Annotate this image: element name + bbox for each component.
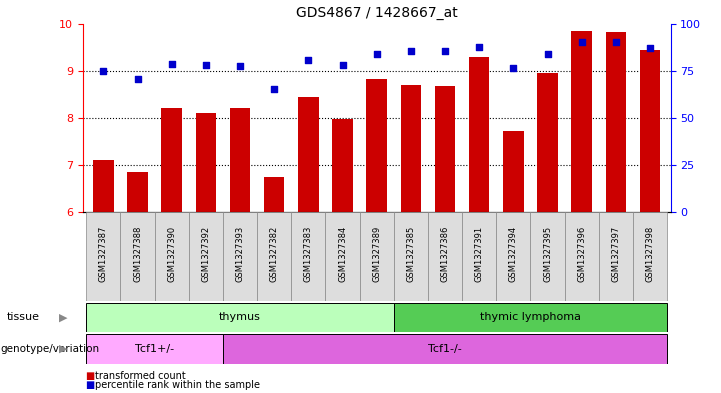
FancyBboxPatch shape [496, 212, 531, 301]
Text: ▶: ▶ [59, 312, 68, 322]
Text: GSM1327391: GSM1327391 [474, 226, 484, 282]
FancyBboxPatch shape [428, 212, 462, 301]
Text: GSM1327386: GSM1327386 [441, 226, 450, 282]
Bar [298, 97, 319, 212]
Bar [640, 50, 660, 212]
Text: thymus: thymus [219, 312, 261, 322]
Bar [195, 113, 216, 212]
Text: GSM1327387: GSM1327387 [99, 226, 108, 282]
Text: GSM1327396: GSM1327396 [578, 226, 586, 282]
Bar [572, 31, 592, 212]
Bar [537, 73, 558, 212]
Point [645, 45, 656, 51]
Point [200, 62, 212, 68]
Text: Tcf1-/-: Tcf1-/- [428, 344, 462, 354]
Bar [606, 32, 626, 212]
FancyBboxPatch shape [189, 212, 223, 301]
Bar [503, 131, 523, 212]
Text: ■: ■ [85, 380, 94, 390]
Bar [401, 85, 421, 212]
Bar [264, 177, 285, 212]
Bar [366, 79, 387, 212]
Point [132, 76, 143, 83]
Bar [230, 108, 250, 212]
Point [508, 65, 519, 72]
Text: GSM1327388: GSM1327388 [133, 226, 142, 282]
Text: thymic lymphoma: thymic lymphoma [480, 312, 581, 322]
FancyBboxPatch shape [87, 334, 223, 364]
Point [474, 44, 485, 50]
FancyBboxPatch shape [531, 212, 565, 301]
Text: GSM1327392: GSM1327392 [201, 226, 211, 282]
Point [303, 57, 314, 64]
Point [234, 63, 246, 69]
FancyBboxPatch shape [325, 212, 360, 301]
FancyBboxPatch shape [257, 212, 291, 301]
Point [610, 39, 622, 45]
FancyBboxPatch shape [462, 212, 496, 301]
Point [576, 39, 588, 46]
FancyBboxPatch shape [394, 212, 428, 301]
Text: percentile rank within the sample: percentile rank within the sample [95, 380, 260, 390]
Text: tissue: tissue [7, 312, 40, 322]
Text: ■: ■ [85, 371, 94, 381]
FancyBboxPatch shape [223, 334, 667, 364]
Text: transformed count: transformed count [95, 371, 186, 381]
Text: GSM1327382: GSM1327382 [270, 226, 279, 282]
Text: GSM1327390: GSM1327390 [167, 226, 176, 282]
Point [371, 51, 383, 57]
Bar [332, 119, 353, 212]
Text: GSM1327385: GSM1327385 [407, 226, 415, 282]
Point [439, 48, 451, 54]
FancyBboxPatch shape [87, 303, 394, 332]
Point [405, 48, 417, 54]
Text: GSM1327393: GSM1327393 [236, 226, 244, 282]
FancyBboxPatch shape [360, 212, 394, 301]
FancyBboxPatch shape [223, 212, 257, 301]
Text: ▶: ▶ [59, 344, 68, 354]
Bar [469, 57, 490, 212]
FancyBboxPatch shape [120, 212, 155, 301]
FancyBboxPatch shape [394, 303, 667, 332]
Point [541, 51, 553, 57]
Point [97, 68, 109, 74]
FancyBboxPatch shape [155, 212, 189, 301]
Bar [435, 86, 455, 212]
Text: GSM1327395: GSM1327395 [543, 226, 552, 282]
Text: GSM1327389: GSM1327389 [372, 226, 381, 282]
Text: GSM1327394: GSM1327394 [509, 226, 518, 282]
Text: genotype/variation: genotype/variation [1, 344, 99, 354]
Point [337, 62, 348, 68]
Point [268, 86, 280, 92]
Bar [93, 160, 114, 212]
FancyBboxPatch shape [598, 212, 633, 301]
FancyBboxPatch shape [565, 212, 598, 301]
Bar [162, 108, 182, 212]
Bar [128, 172, 148, 212]
Point [166, 61, 177, 67]
Text: GSM1327397: GSM1327397 [611, 226, 620, 282]
Text: Tcf1+/-: Tcf1+/- [135, 344, 174, 354]
FancyBboxPatch shape [87, 212, 120, 301]
FancyBboxPatch shape [633, 212, 667, 301]
Text: GSM1327383: GSM1327383 [304, 226, 313, 282]
Text: GSM1327384: GSM1327384 [338, 226, 347, 282]
FancyBboxPatch shape [291, 212, 325, 301]
Text: GSM1327398: GSM1327398 [645, 226, 655, 282]
Title: GDS4867 / 1428667_at: GDS4867 / 1428667_at [296, 6, 458, 20]
